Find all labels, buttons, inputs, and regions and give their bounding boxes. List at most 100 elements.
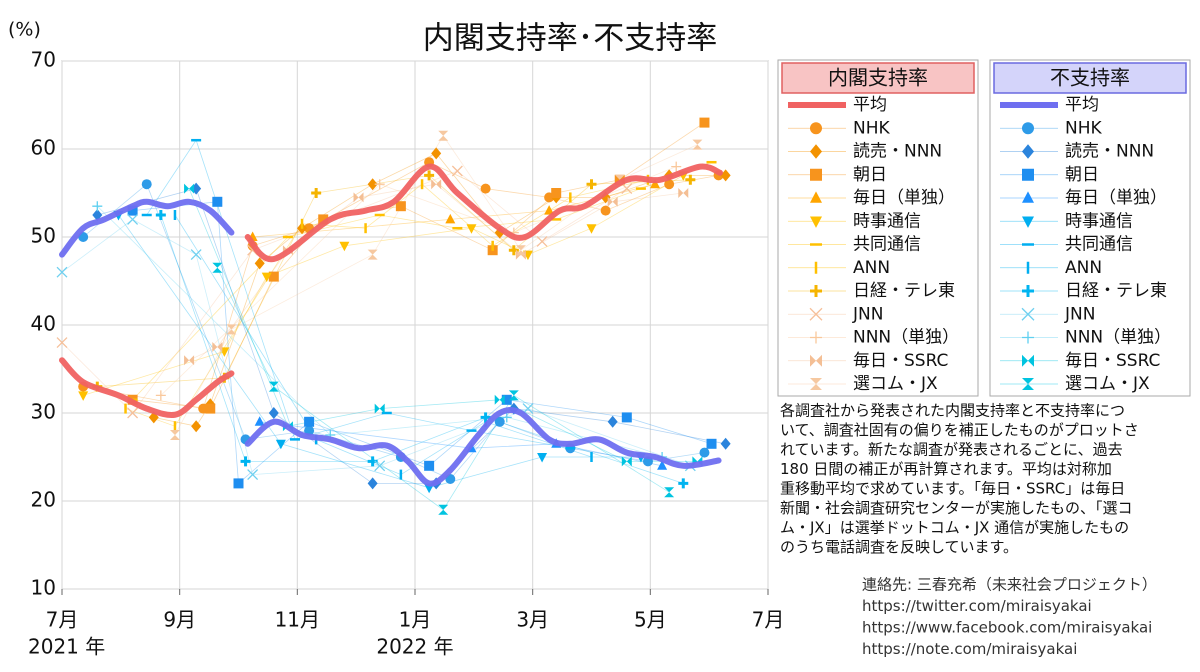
data-point — [374, 179, 385, 190]
legend-label: NHK — [1065, 118, 1103, 138]
data-point — [374, 403, 385, 414]
data-point — [339, 241, 350, 252]
legend-label: NNN（単独） — [1065, 328, 1171, 348]
legend-label: 共同通信 — [853, 235, 921, 255]
data-point — [685, 174, 696, 185]
data-point — [508, 245, 519, 256]
data-point — [494, 416, 505, 427]
data-point — [205, 403, 216, 414]
data-point — [191, 420, 202, 433]
data-point — [466, 224, 477, 234]
legend-label: 朝日 — [1065, 165, 1099, 185]
data-point — [586, 224, 597, 234]
legend-label: 毎日・SSRC — [1065, 351, 1160, 371]
data-point — [127, 407, 139, 419]
description-line: いて、調査社固有の偏りを補正したものがプロットさ — [780, 421, 1139, 439]
x-tick-label: 7月 — [46, 608, 79, 632]
legend-label: 毎日（単独） — [1065, 188, 1167, 208]
series-trace — [97, 188, 726, 484]
data-point — [212, 262, 223, 273]
legend-marker — [810, 354, 822, 367]
legend-label: JNN — [1064, 304, 1095, 324]
average-line — [244, 406, 722, 487]
x-tick-label: 5月 — [634, 608, 667, 632]
data-point — [212, 196, 223, 207]
description-line: れています。新たな調査が発表されるごとに、過去 — [780, 441, 1123, 459]
description-line: ム・JX」は選挙ドットコム・JX 通信が実施したもの — [780, 519, 1129, 537]
legend-marker — [1022, 144, 1034, 159]
contact-line: https://note.com/miraisyakai — [862, 640, 1077, 658]
legend-label: 日経・テレ東 — [1065, 281, 1167, 301]
data-point — [275, 439, 286, 450]
chart-title: 内閣支持率･不支持率 — [423, 21, 718, 57]
data-point — [261, 272, 272, 283]
data-point — [650, 178, 661, 189]
legend-marker — [1022, 168, 1034, 181]
average-line — [59, 198, 235, 258]
legend-label: 読売・NNN — [1065, 142, 1154, 162]
legend-label: 選コム・JX — [1065, 374, 1150, 394]
data-point — [671, 161, 682, 172]
legend-label: JNN — [852, 304, 883, 324]
data-point — [268, 271, 279, 282]
legend-label: 毎日・SSRC — [853, 351, 948, 371]
data-point — [621, 456, 632, 467]
legend-marker — [810, 285, 822, 297]
data-point — [240, 456, 251, 467]
data-point — [586, 179, 597, 190]
data-point — [78, 391, 89, 401]
legend-title: 内閣支持率 — [828, 66, 928, 90]
average-line — [244, 163, 723, 263]
data-point — [494, 394, 505, 405]
legend-marker — [1022, 331, 1034, 344]
legend-label: 毎日（単独） — [853, 188, 955, 208]
legend-marker — [1022, 216, 1034, 228]
data-point — [268, 407, 279, 419]
description-line: 各調査社から発表された内閣支持率と不支持率につ — [780, 402, 1125, 420]
data-point — [600, 205, 611, 216]
data-point — [664, 487, 675, 498]
series-trace — [132, 201, 712, 485]
x-tick-label: 3月 — [516, 608, 549, 632]
legend-label: ANN — [853, 258, 890, 278]
legend-label: 時事通信 — [1065, 211, 1133, 231]
data-point — [480, 183, 491, 194]
x-tick-label: 1月 — [399, 608, 432, 632]
data-point — [607, 196, 618, 207]
data-point — [678, 478, 689, 489]
legend-marker — [810, 216, 822, 228]
data-point — [155, 390, 166, 401]
data-point — [367, 477, 378, 490]
series-trace — [83, 175, 684, 396]
data-point — [254, 257, 265, 270]
data-point — [501, 412, 512, 423]
data-point — [155, 210, 166, 220]
description-line: のうち電話調査を反映しています。 — [780, 538, 1018, 556]
legend-box — [989, 59, 1191, 397]
legend-header — [993, 62, 1187, 94]
data-point — [537, 453, 548, 463]
y-tick-label: 10 — [31, 576, 56, 600]
y-axis-label: (%) — [8, 19, 41, 41]
x-tick-label: 9月 — [163, 608, 196, 632]
data-point — [480, 412, 491, 423]
y-tick-label: 60 — [31, 136, 56, 160]
contact-line: https://twitter.com/miraisyakai — [862, 597, 1092, 615]
data-point — [424, 460, 435, 471]
data-point — [374, 460, 386, 472]
contact-line: 連絡先: 三春充希（未来社会プロジェクト） — [862, 576, 1157, 594]
series-trace — [259, 421, 663, 467]
data-point — [664, 179, 675, 190]
data-point — [438, 504, 449, 515]
x-tick-label: 7月 — [752, 608, 785, 632]
legend-marker — [809, 307, 823, 321]
data-point — [226, 324, 237, 335]
data-point — [678, 188, 689, 198]
data-point — [445, 213, 456, 224]
legend-marker — [810, 168, 822, 181]
legend-label: 平均 — [1065, 95, 1099, 115]
year-label: 2022 年 — [376, 635, 453, 659]
description-line: 180 日間の補正が再計算されます。平均は対称加 — [780, 460, 1112, 478]
y-tick-label: 50 — [31, 224, 56, 248]
data-point — [621, 183, 633, 195]
